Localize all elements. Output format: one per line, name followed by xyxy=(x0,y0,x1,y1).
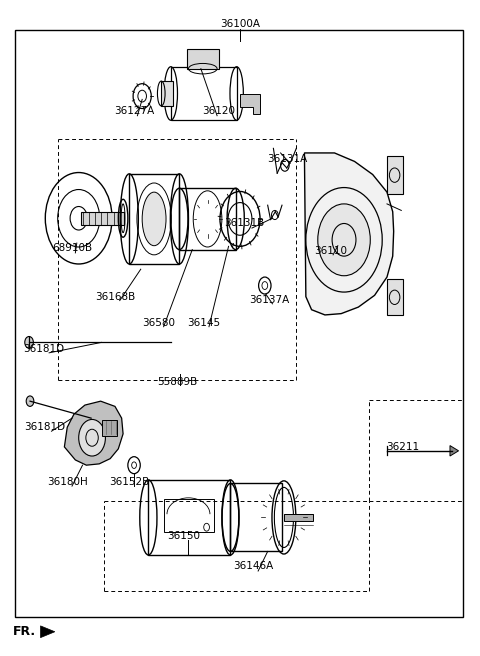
Bar xyxy=(387,279,403,315)
Bar xyxy=(171,67,237,120)
Polygon shape xyxy=(304,153,394,315)
Bar xyxy=(15,30,463,617)
Text: 36110: 36110 xyxy=(314,246,347,256)
Text: 36127A: 36127A xyxy=(114,106,154,116)
Text: 55889B: 55889B xyxy=(157,377,197,386)
Text: 36168B: 36168B xyxy=(95,292,135,302)
Circle shape xyxy=(26,396,34,406)
Polygon shape xyxy=(40,626,55,638)
Bar xyxy=(161,81,173,106)
Text: 36131B: 36131B xyxy=(225,218,265,228)
Bar xyxy=(81,212,124,225)
Text: 36150: 36150 xyxy=(167,531,200,541)
Text: 36580: 36580 xyxy=(143,318,175,328)
Circle shape xyxy=(25,337,34,348)
Text: 36152B: 36152B xyxy=(109,476,149,487)
Polygon shape xyxy=(450,445,458,456)
Bar xyxy=(180,188,236,250)
Text: 36145: 36145 xyxy=(188,318,221,328)
Bar xyxy=(102,420,117,436)
Text: 36100A: 36100A xyxy=(220,19,260,30)
Bar xyxy=(187,49,219,69)
Text: 36181D: 36181D xyxy=(24,422,65,432)
Text: 36146A: 36146A xyxy=(233,562,274,571)
Text: 68910B: 68910B xyxy=(52,243,92,253)
Polygon shape xyxy=(240,94,260,113)
Text: 36131A: 36131A xyxy=(267,154,308,165)
Bar xyxy=(129,174,180,264)
Ellipse shape xyxy=(142,192,166,246)
Bar xyxy=(164,499,214,532)
Bar xyxy=(387,156,403,194)
Circle shape xyxy=(79,419,106,456)
Text: 36181D: 36181D xyxy=(23,344,64,354)
Text: 36137A: 36137A xyxy=(250,295,290,305)
Text: 36120: 36120 xyxy=(202,106,235,116)
Text: 36180H: 36180H xyxy=(47,476,88,487)
Bar xyxy=(148,480,230,556)
Bar xyxy=(230,483,282,552)
Polygon shape xyxy=(64,401,123,465)
Bar xyxy=(284,514,312,522)
Circle shape xyxy=(318,204,370,276)
Text: FR.: FR. xyxy=(13,625,36,638)
Text: 36211: 36211 xyxy=(387,442,420,452)
